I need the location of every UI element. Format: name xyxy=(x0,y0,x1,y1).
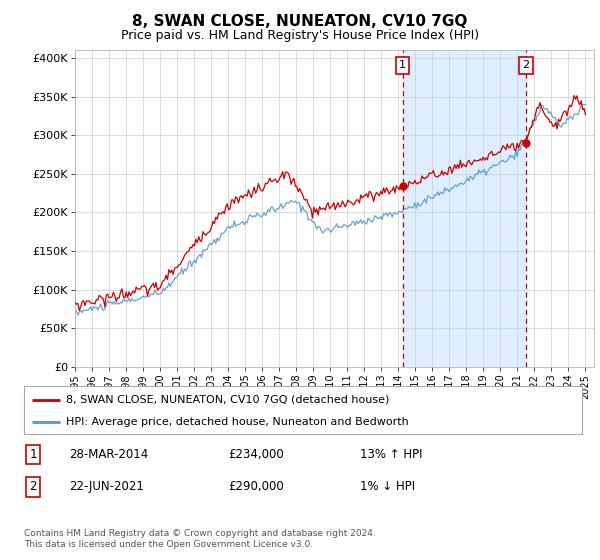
Text: HPI: Average price, detached house, Nuneaton and Bedworth: HPI: Average price, detached house, Nune… xyxy=(66,417,409,427)
Text: 1: 1 xyxy=(29,448,37,461)
Bar xyxy=(403,50,526,367)
Text: 22-JUN-2021: 22-JUN-2021 xyxy=(69,480,144,493)
Text: 13% ↑ HPI: 13% ↑ HPI xyxy=(360,448,422,461)
Text: 2: 2 xyxy=(523,60,529,71)
Text: 8, SWAN CLOSE, NUNEATON, CV10 7GQ (detached house): 8, SWAN CLOSE, NUNEATON, CV10 7GQ (detac… xyxy=(66,395,389,405)
Text: 28-MAR-2014: 28-MAR-2014 xyxy=(69,448,148,461)
Text: 1% ↓ HPI: 1% ↓ HPI xyxy=(360,480,415,493)
Text: 1: 1 xyxy=(399,60,406,71)
Text: 2: 2 xyxy=(29,480,37,493)
Text: £234,000: £234,000 xyxy=(228,448,284,461)
Text: £290,000: £290,000 xyxy=(228,480,284,493)
Text: 8, SWAN CLOSE, NUNEATON, CV10 7GQ: 8, SWAN CLOSE, NUNEATON, CV10 7GQ xyxy=(133,14,467,29)
Text: Price paid vs. HM Land Registry's House Price Index (HPI): Price paid vs. HM Land Registry's House … xyxy=(121,29,479,42)
Text: Contains HM Land Registry data © Crown copyright and database right 2024.
This d: Contains HM Land Registry data © Crown c… xyxy=(24,529,376,549)
